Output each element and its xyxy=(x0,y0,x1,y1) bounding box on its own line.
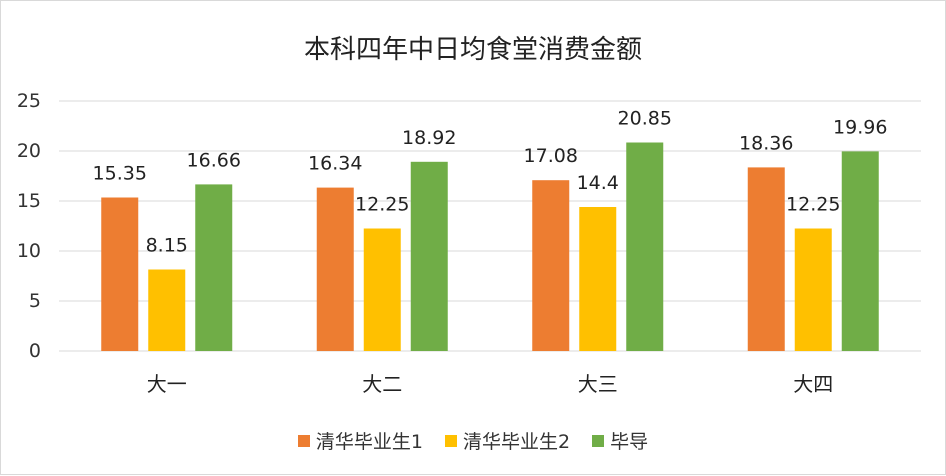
legend-label: 清华毕业生2 xyxy=(462,431,571,453)
y-tick-label: 20 xyxy=(17,140,41,162)
bar-2-4 xyxy=(794,228,832,351)
data-label: 16.34 xyxy=(308,153,362,175)
data-label: 17.08 xyxy=(524,145,578,167)
y-tick-label: 25 xyxy=(17,90,41,112)
legend-swatch xyxy=(592,434,605,447)
bar-1-1 xyxy=(101,197,139,351)
legend-swatch xyxy=(297,434,310,447)
data-label: 20.85 xyxy=(618,108,672,130)
legend-swatch xyxy=(444,434,457,447)
y-tick-label: 0 xyxy=(29,340,41,362)
data-label: 18.36 xyxy=(739,132,793,154)
data-label: 16.66 xyxy=(187,149,241,171)
bars xyxy=(101,142,879,351)
bar-3-3 xyxy=(626,142,664,351)
legend-item: 清华毕业生2 xyxy=(444,427,571,454)
bar-2-1 xyxy=(148,269,186,351)
x-category-label: 大二 xyxy=(362,372,402,396)
legend-item: 清华毕业生1 xyxy=(297,427,423,454)
x-category-label: 大三 xyxy=(578,372,618,396)
data-labels: 15.35 8.15 16.66 16.34 12.25 18.92 17.08 14.4 20… xyxy=(93,108,888,257)
bar-3-2 xyxy=(410,161,448,351)
data-label: 8.15 xyxy=(146,235,188,257)
bar-2-2 xyxy=(363,228,401,351)
data-label: 12.25 xyxy=(786,194,840,216)
legend-item: 毕导 xyxy=(592,427,648,454)
bar-2-3 xyxy=(579,207,617,351)
bar-1-4 xyxy=(747,167,785,351)
bar-3-4 xyxy=(841,151,879,351)
data-label: 14.4 xyxy=(577,172,619,194)
y-axis-ticks: 0 5 10 15 20 25 xyxy=(17,90,41,362)
data-label: 12.25 xyxy=(355,194,409,216)
legend: 清华毕业生1 清华毕业生2 毕导 xyxy=(1,427,945,454)
y-tick-label: 10 xyxy=(17,240,41,262)
x-category-label: 大一 xyxy=(147,372,187,396)
chart-title: 本科四年中日均食堂消费金额 xyxy=(303,35,642,65)
bar-1-3 xyxy=(532,180,570,351)
x-category-label: 大四 xyxy=(793,372,833,396)
bar-3-1 xyxy=(195,184,233,351)
x-axis-categories: 大一 大二 大三 大四 xyxy=(147,372,834,396)
data-label: 18.92 xyxy=(402,127,456,149)
data-label: 15.35 xyxy=(93,163,147,185)
legend-label: 毕导 xyxy=(610,431,649,453)
y-tick-label: 5 xyxy=(29,290,41,312)
y-tick-label: 15 xyxy=(17,190,41,212)
bar-1-2 xyxy=(316,187,354,351)
data-label: 19.96 xyxy=(833,116,887,138)
legend-label: 清华毕业生1 xyxy=(315,431,423,453)
